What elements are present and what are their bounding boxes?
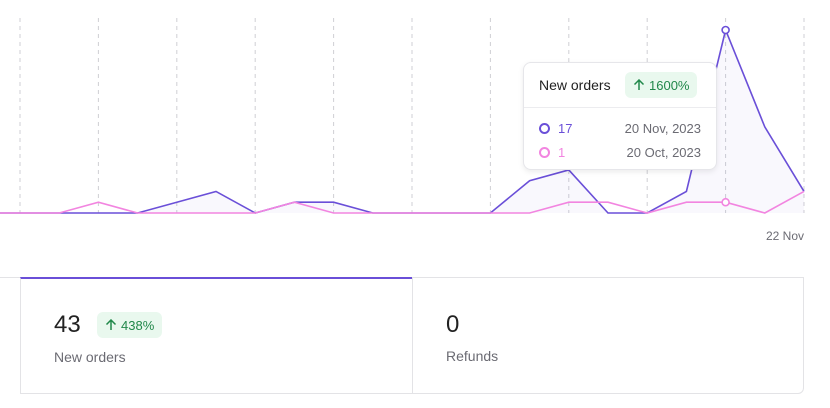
legend-dot [539,122,550,134]
arrow-up-icon [633,79,645,90]
line [0,190,805,214]
tooltip: New orders 1600% 17 20 Nov, 2023 1 20 Oc… [523,62,717,170]
stat-change: 438% [121,317,155,333]
tooltip-change: 1600% [649,77,690,93]
legend-dot [539,146,550,158]
chart: 22 Nov [0,18,805,243]
stat-label: Refunds [446,348,499,364]
tooltip-date: 20 Nov, 2023 [624,120,701,136]
stat-tab[interactable]: 0 Refunds [412,277,804,394]
tooltip-row: 17 20 Nov, 2023 [539,119,701,137]
divider [524,107,716,108]
stat-value: 43 [54,311,81,338]
tooltip-row: 1 20 Oct, 2023 [539,143,701,161]
area [0,30,804,213]
stat-badge: 438% [97,312,163,338]
arrow-up-icon [105,319,117,330]
x-tick-label: 22 Nov [766,229,804,243]
tooltip-date: 20 Oct, 2023 [626,144,701,160]
stat-value: 0 [446,311,460,338]
tooltip-value: 17 [558,120,573,136]
stat-tab[interactable]: 43 438% New orders [20,277,412,394]
stat-label: New orders [54,349,126,365]
border [0,277,20,278]
tooltip-badge: 1600% [625,72,698,98]
hover-point [721,197,730,207]
tooltip-title: New orders [539,77,611,93]
hover-point [721,25,730,35]
tooltip-value: 1 [558,144,566,160]
